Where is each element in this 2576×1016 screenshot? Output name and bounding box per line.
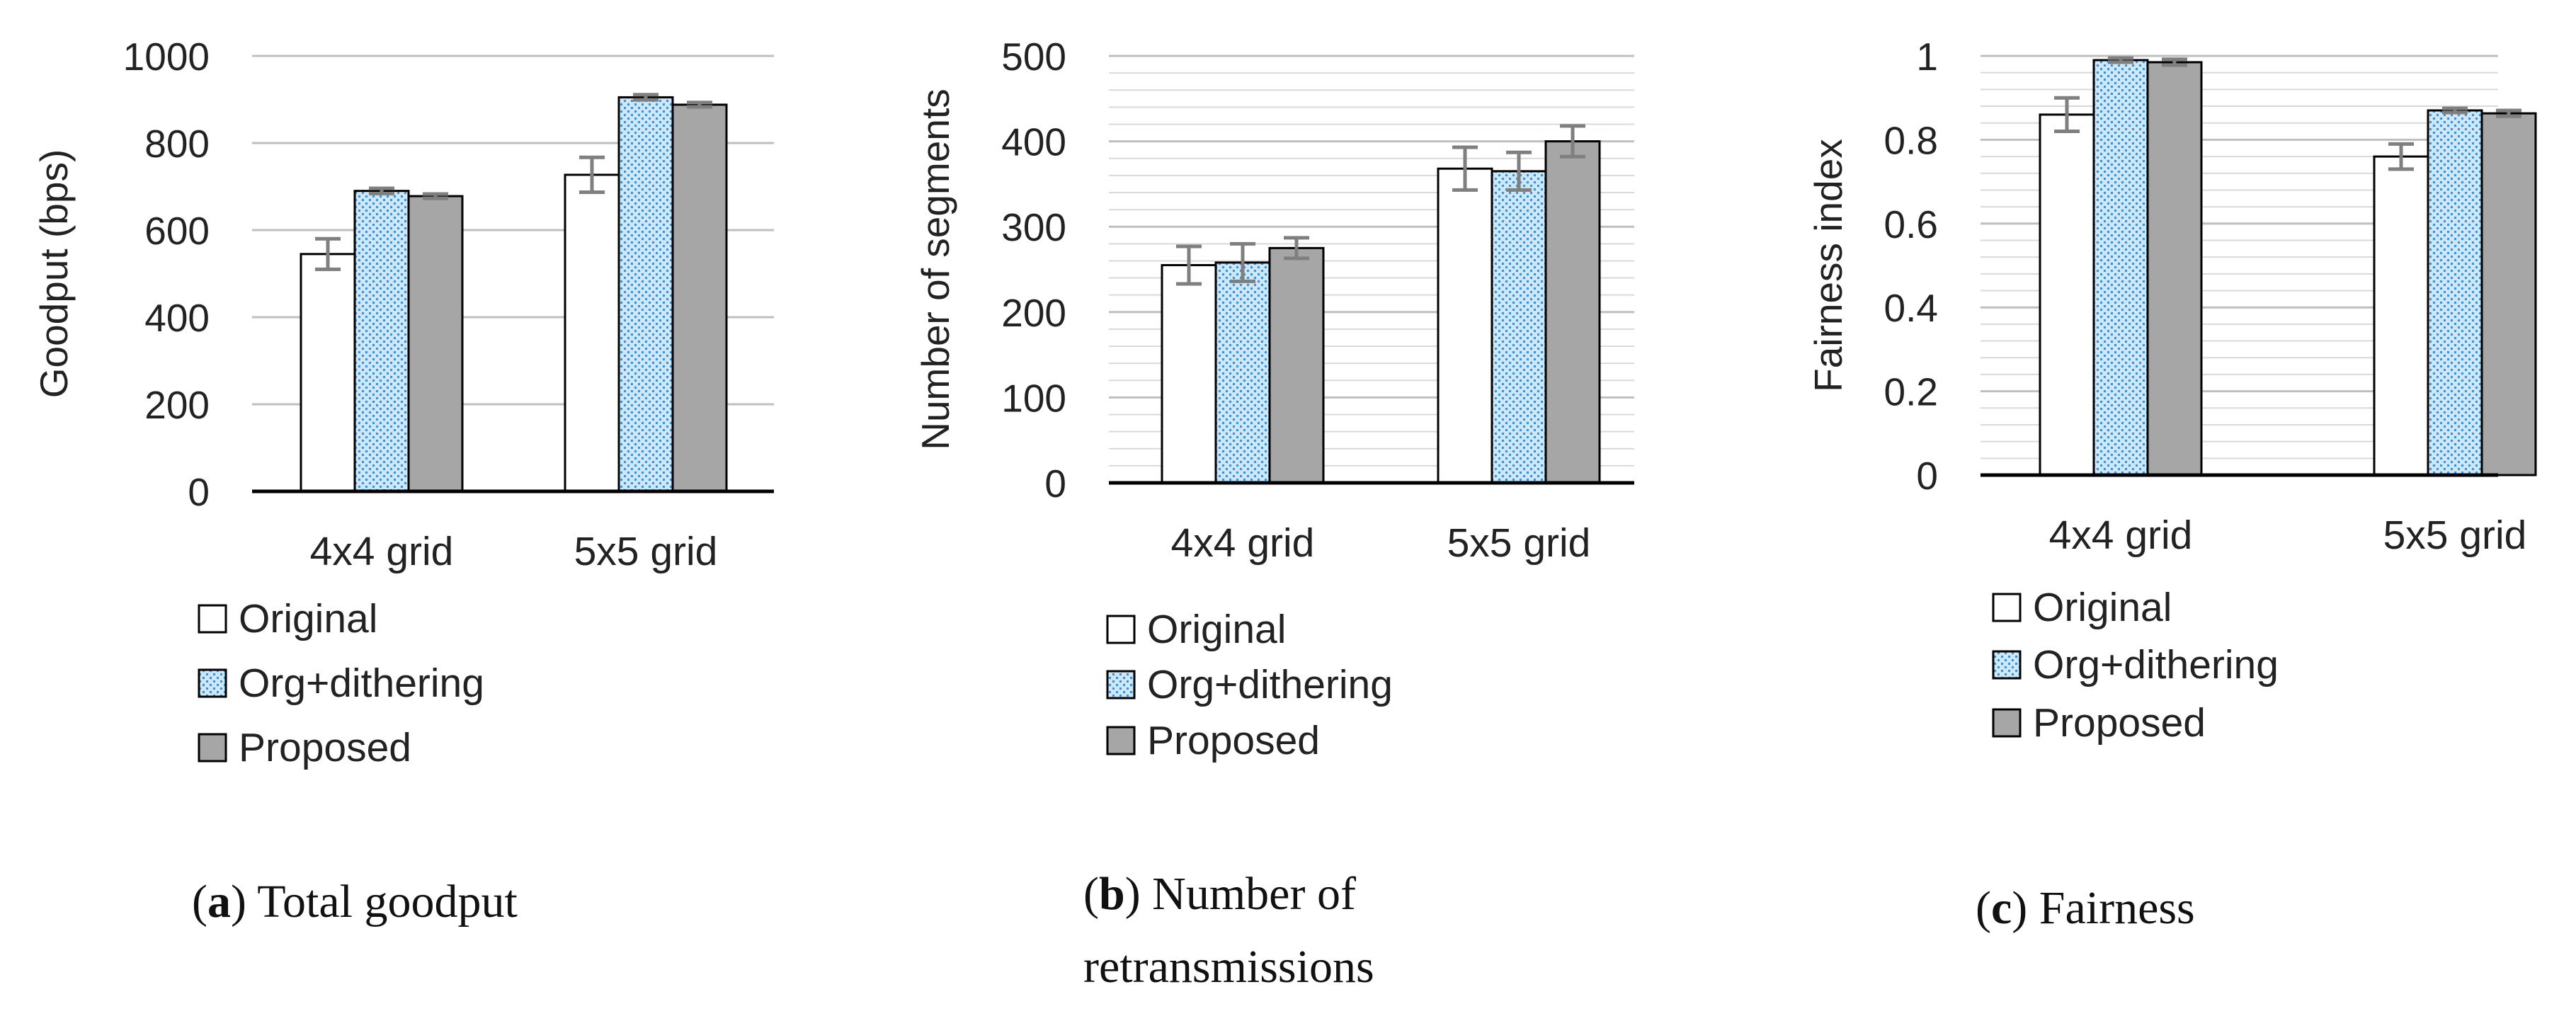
panel-caption: (c) Fairness <box>1976 882 2195 934</box>
error-bar <box>1176 244 1202 286</box>
bar-proposed-5x5 <box>2480 112 2537 476</box>
legend-swatch-proposed <box>198 733 227 763</box>
error-bar <box>579 155 605 194</box>
y-tick-label: 0.6 <box>1884 202 1938 246</box>
caption-letter: b <box>1099 868 1125 920</box>
caption-text: ) Fairness <box>2012 882 2194 934</box>
legend-swatch-org-dithering <box>1992 650 2022 680</box>
error-bar <box>369 186 394 195</box>
caption-text: ) Number of <box>1125 868 1356 920</box>
legend-swatch-org-dithering <box>1106 670 1136 700</box>
legend-swatch-proposed <box>1106 726 1136 755</box>
legend-swatch-original <box>1106 615 1136 644</box>
caption-paren: ( <box>192 876 207 927</box>
bar-original-5x5 <box>564 173 620 493</box>
legend-label-original: Original <box>2033 585 2172 630</box>
bar-org-dithering-5x5 <box>617 96 674 493</box>
y-tick-label: 1000 <box>123 35 210 79</box>
panel-caption: (a) Total goodput <box>192 876 518 927</box>
error-bar <box>1284 236 1309 261</box>
error-bar <box>633 93 659 102</box>
legend-label-org-dithering: Org+dithering <box>2033 642 2279 687</box>
bar-proposed-4x4 <box>407 195 464 493</box>
y-tick-label: 200 <box>1001 291 1066 335</box>
error-bar <box>687 101 712 109</box>
error-bar <box>1452 145 1478 192</box>
x-category-label: 4x4 grid <box>2049 513 2193 558</box>
legend-swatch-original <box>198 604 227 634</box>
error-bar <box>315 236 341 271</box>
y-tick-label: 0.4 <box>1884 286 1938 330</box>
y-axis-label: Goodput (bps) <box>32 149 76 399</box>
legend-label-proposed: Proposed <box>239 725 411 770</box>
y-tick-label: 800 <box>144 122 210 166</box>
y-tick-label: 0.8 <box>1884 118 1938 162</box>
x-category-label: 5x5 grid <box>574 529 718 574</box>
bar-original-5x5 <box>2373 155 2429 476</box>
caption-text: ) Total goodput <box>231 876 518 927</box>
y-tick-label: 200 <box>144 383 210 427</box>
bar-proposed-4x4 <box>1268 246 1325 484</box>
y-tick-label: 1 <box>1916 35 1938 79</box>
y-tick-label: 0 <box>1044 462 1066 506</box>
chart-panel-a: 0 200 400 600 800 1000 Goodput (bps) 4x4 grid 5x… <box>32 35 774 927</box>
error-bar <box>2496 108 2521 118</box>
y-tick-label: 0 <box>188 470 210 514</box>
legend-label-org-dithering: Org+dithering <box>1147 662 1393 707</box>
panel-caption: (b) Number of <box>1083 868 1356 920</box>
y-tick-label: 600 <box>144 209 210 253</box>
y-tick-label: 0.2 <box>1884 370 1938 414</box>
legend-label-org-dithering: Org+dithering <box>239 661 484 706</box>
bar-original-4x4 <box>300 253 356 493</box>
error-bar <box>1506 150 1532 192</box>
bar-org-dithering-4x4 <box>1214 261 1271 484</box>
legend-label-proposed: Proposed <box>2033 700 2206 746</box>
error-bar <box>2388 142 2414 171</box>
bar-original-4x4 <box>2039 113 2095 476</box>
y-tick-label: 500 <box>1001 35 1066 79</box>
caption-paren: ( <box>1083 868 1099 920</box>
error-bar <box>2162 57 2187 67</box>
bar-proposed-5x5 <box>1544 140 1601 484</box>
bar-org-dithering-5x5 <box>2427 109 2483 476</box>
y-tick-label: 400 <box>144 296 210 340</box>
bar-original-5x5 <box>1437 167 1493 484</box>
error-bar <box>2054 96 2080 134</box>
legend-swatch-proposed <box>1992 708 2022 738</box>
x-category-label: 4x4 grid <box>1171 520 1315 566</box>
y-tick-label: 300 <box>1001 205 1066 249</box>
y-tick-label: 0 <box>1916 454 1938 498</box>
bar-proposed-5x5 <box>671 103 728 493</box>
y-axis-label: Fairness index <box>1806 139 1850 392</box>
error-bar <box>1560 124 1585 159</box>
legend-label-proposed: Proposed <box>1147 718 1320 763</box>
x-category-label: 5x5 grid <box>1447 520 1591 566</box>
x-category-label: 5x5 grid <box>2383 513 2527 558</box>
chart-panel-c: 0 0.2 0.4 0.6 0.8 1 Fairness index 4x4 grid 5x5 … <box>1806 35 2537 934</box>
chart-panel-b: 0 100 200 300 400 500 Number of segments 4x4 gr… <box>913 35 1634 993</box>
legend-label-original: Original <box>1147 607 1286 652</box>
legend-swatch-original <box>1992 593 2022 622</box>
error-bar <box>2108 56 2133 64</box>
bar-proposed-4x4 <box>2146 61 2203 476</box>
bar-original-4x4 <box>1161 263 1217 484</box>
y-tick-label: 100 <box>1001 376 1066 420</box>
legend-swatch-org-dithering <box>198 668 227 698</box>
bar-org-dithering-4x4 <box>353 190 410 493</box>
y-tick-label: 400 <box>1001 120 1066 164</box>
x-category-label: 4x4 grid <box>310 529 454 574</box>
bar-org-dithering-5x5 <box>1491 170 1547 484</box>
y-axis-label: Number of segments <box>913 89 957 450</box>
panel-caption: retransmissions <box>1083 941 1374 993</box>
bar-org-dithering-4x4 <box>2092 59 2149 476</box>
caption-letter: c <box>1991 882 2012 934</box>
caption-letter: a <box>207 876 231 927</box>
caption-paren: ( <box>1976 882 1991 934</box>
error-bar <box>423 192 448 200</box>
error-bar <box>1230 241 1255 283</box>
error-bar <box>2442 106 2468 115</box>
legend-label-original: Original <box>239 596 377 641</box>
